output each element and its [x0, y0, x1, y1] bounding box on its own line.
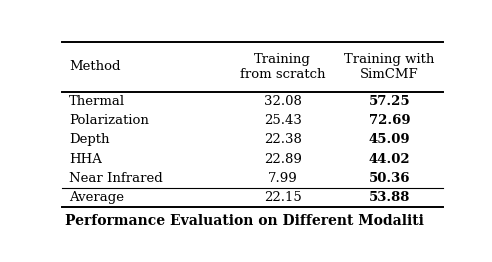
- Text: 32.08: 32.08: [264, 95, 302, 108]
- Text: Thermal: Thermal: [69, 95, 125, 108]
- Text: Method: Method: [69, 60, 121, 73]
- Text: Training with
SimCMF: Training with SimCMF: [344, 53, 434, 81]
- Text: Polarization: Polarization: [69, 114, 149, 127]
- Text: Average: Average: [69, 191, 124, 204]
- Text: 72.69: 72.69: [369, 114, 410, 127]
- Text: 50.36: 50.36: [369, 172, 410, 185]
- Text: Near Infrared: Near Infrared: [69, 172, 163, 185]
- Text: Performance Evaluation on Different Modaliti: Performance Evaluation on Different Moda…: [65, 214, 424, 228]
- Text: Depth: Depth: [69, 133, 110, 146]
- Text: 45.09: 45.09: [369, 133, 410, 146]
- Text: 53.88: 53.88: [369, 191, 410, 204]
- Text: 22.89: 22.89: [264, 152, 302, 166]
- Text: 22.38: 22.38: [264, 133, 302, 146]
- Text: 44.02: 44.02: [369, 152, 410, 166]
- Text: 22.15: 22.15: [264, 191, 302, 204]
- Text: HHA: HHA: [69, 152, 102, 166]
- Text: 7.99: 7.99: [268, 172, 298, 185]
- Text: 57.25: 57.25: [369, 95, 410, 108]
- Text: 25.43: 25.43: [264, 114, 302, 127]
- Text: Training
from scratch: Training from scratch: [240, 53, 325, 81]
